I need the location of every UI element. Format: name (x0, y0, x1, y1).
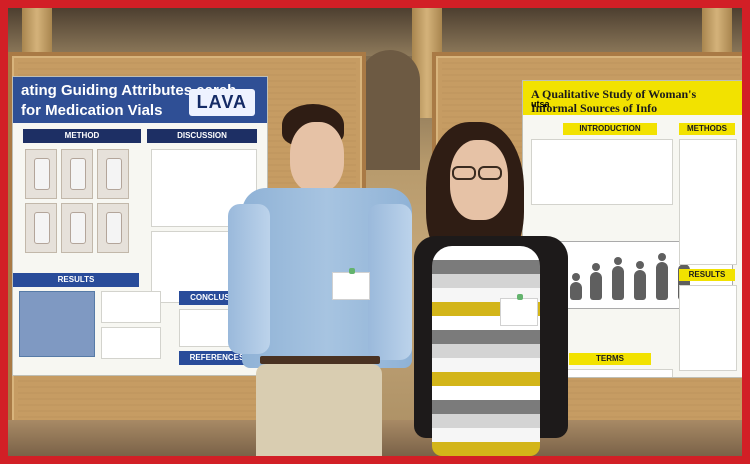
left-poster-chart-panel (101, 291, 161, 323)
figure-silhouette (612, 257, 624, 300)
right-poster-results-panel (679, 285, 737, 371)
medication-vial-image (61, 149, 93, 199)
person-right-name-badge (500, 294, 538, 326)
right-poster-title: A Qualitative Study of Woman's Informal … (523, 81, 742, 115)
person-left-name-badge (332, 268, 370, 300)
person-left-arm (368, 204, 412, 360)
person-left-pants (256, 364, 382, 456)
person-right-glasses (452, 166, 476, 180)
figure-silhouette (634, 261, 646, 300)
right-poster-columns: INTRODUCTION METHODS RESULTS TERMS (523, 123, 742, 377)
left-poster-results-panel (19, 291, 95, 357)
right-poster-text-panel (679, 139, 737, 265)
medication-vial-image (25, 149, 57, 199)
medication-vial-image (61, 203, 93, 253)
right-poster-methods-heading: METHODS (679, 123, 735, 135)
left-poster: ating Guiding Attributes earch for Medic… (12, 76, 268, 376)
right-poster-text-panel (531, 139, 673, 205)
figure-silhouette (656, 253, 668, 300)
figure-silhouette (570, 273, 582, 300)
person-right-face (450, 140, 508, 220)
photo: ating Guiding Attributes earch for Medic… (8, 8, 742, 456)
ceiling (8, 8, 742, 56)
medication-vial-image (97, 203, 129, 253)
person-right (408, 122, 578, 456)
person-right-glasses (478, 166, 502, 180)
medication-vial-image (97, 149, 129, 199)
figure-silhouette (590, 263, 602, 300)
right-poster-logo: utsa (531, 99, 550, 109)
left-poster-logo: LAVA (188, 89, 255, 116)
person-right-dress (432, 246, 540, 456)
medication-vial-image (25, 203, 57, 253)
right-poster-terms-heading: TERMS (569, 353, 651, 365)
right-poster-introduction-heading: INTRODUCTION (563, 123, 657, 135)
person-left-belt (260, 356, 380, 364)
left-poster-method-heading: METHOD (23, 129, 141, 143)
background-arch (360, 50, 420, 170)
left-poster-references-heading: REFERENCES (179, 351, 255, 365)
left-poster-text-panel (151, 149, 257, 227)
person-left-face (290, 122, 344, 192)
left-poster-discussion-heading: DISCUSSION (147, 129, 257, 143)
person-left (222, 104, 412, 456)
left-poster-results-heading: RESULTS (13, 273, 139, 287)
right-poster-results-heading: RESULTS (679, 269, 735, 281)
left-poster-chart-panel (101, 327, 161, 359)
person-left-arm (228, 204, 270, 354)
